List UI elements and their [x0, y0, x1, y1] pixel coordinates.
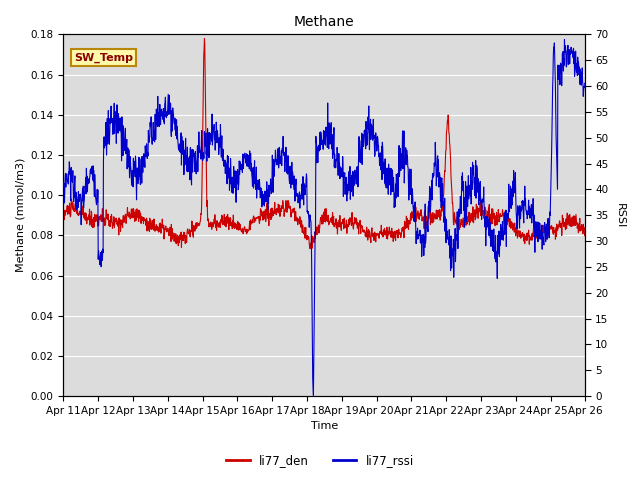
Y-axis label: Methane (mmol/m3): Methane (mmol/m3) — [15, 158, 25, 273]
X-axis label: Time: Time — [311, 421, 338, 432]
Title: Methane: Methane — [294, 15, 355, 29]
Text: SW_Temp: SW_Temp — [74, 52, 133, 63]
Y-axis label: RSSI: RSSI — [615, 203, 625, 228]
Legend: li77_den, li77_rssi: li77_den, li77_rssi — [221, 449, 419, 472]
